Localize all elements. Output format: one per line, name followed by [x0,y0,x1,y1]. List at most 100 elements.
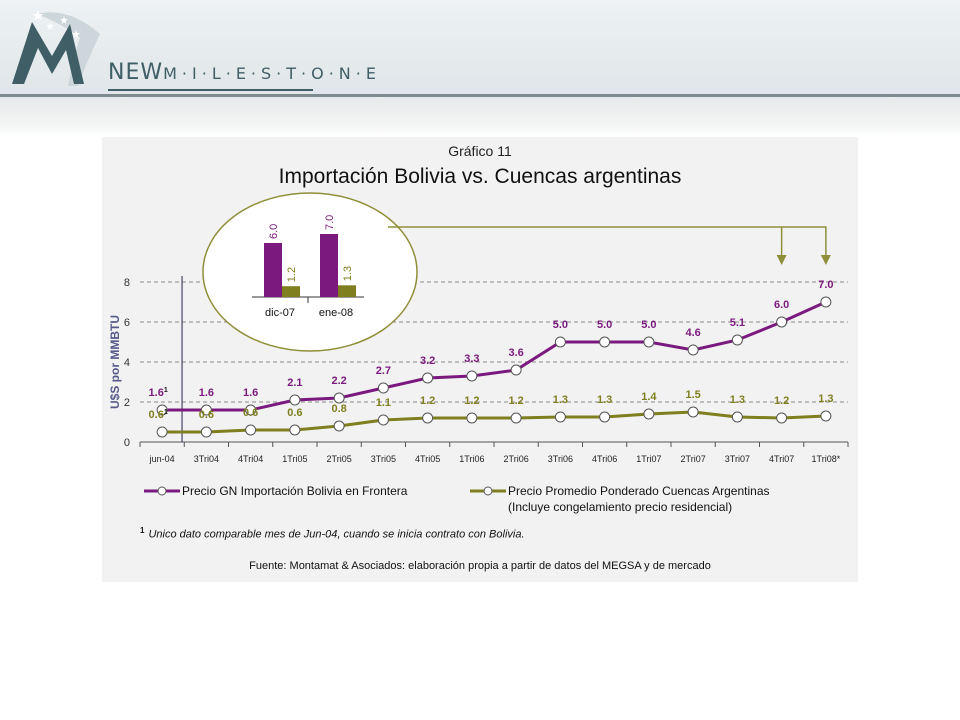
x-tick-label: 4Tri06 [592,454,617,464]
data-point [466,412,478,424]
data-point [422,372,434,384]
data-label: 2.1 [287,377,302,389]
inset-bar [282,286,300,297]
data-label: 2.7 [376,365,391,377]
data-point [554,411,566,423]
footnote-mark: 1 [140,526,145,535]
data-point [156,404,168,416]
y-tick-label: 4 [124,357,130,369]
logo-wordmark: NEWM·I·L·E·S·T·O·N·E [108,60,381,85]
x-tick-label: 2Tri07 [681,454,706,464]
logo-milestone: M·I·L·E·S·T·O·N·E [163,64,381,83]
legend-marker-cuencas [483,486,493,496]
data-label: 1.3 [730,394,745,406]
data-label: 5.1 [730,317,745,329]
data-point [422,412,434,424]
data-point [510,364,522,376]
data-label: 3.2 [420,355,435,367]
header-bar [0,0,960,100]
x-tick-label: 1Tri06 [459,454,484,464]
data-point [200,404,212,416]
data-label: 0.6 [287,407,302,419]
y-tick-label: 8 [124,277,130,289]
data-label-superscript: 1 [164,409,168,416]
y-tick-label: 6 [124,317,130,329]
data-label: 1.3 [818,393,833,405]
callout-arrowhead [820,255,831,265]
data-label: 1.5 [685,389,700,401]
x-tick-label: 1Tri07 [636,454,661,464]
y-tick-label: 2 [124,397,130,409]
logo-icon [12,10,100,87]
x-tick-label: 2Tri06 [504,454,529,464]
data-point [377,414,389,426]
inset-bar-label: 1.3 [342,266,354,281]
data-point [466,370,478,382]
data-point [820,296,832,308]
data-point [333,392,345,404]
legend-item-bolivia: Precio GN Importación Bolivia en Fronter… [182,483,407,499]
footnote-text: Unico dato comparable mes de Jun-04, cua… [148,528,525,541]
data-point [731,334,743,346]
data-label: 7.0 [818,279,833,291]
source-note: Fuente: Montamat & Asociados: elaboració… [249,560,711,572]
data-label: 1.3 [597,394,612,406]
x-tick-label: 3Tri06 [548,454,573,464]
data-label: 6.0 [774,299,789,311]
header-divider [0,94,960,97]
legend-marker-bolivia [157,486,167,496]
data-point [554,336,566,348]
data-point [731,411,743,423]
legend-label-bolivia: Precio GN Importación Bolivia en Fronter… [182,484,408,498]
line-chart: 0 2 4 6 8 jun-04 3Tri04 4Tri04 1Tri05 2Tri05 3Tri0… [108,192,849,496]
data-label: 1.6 [199,387,214,399]
data-label: 4.6 [685,327,700,339]
data-point [245,404,257,416]
inset-bar-label: 1.2 [286,267,298,282]
chart-panel: Gráfico 11 Importación Bolivia vs. Cuenc… [102,137,858,582]
data-point [200,426,212,438]
data-point [776,316,788,328]
data-point [377,382,389,394]
series-line-0 [162,300,827,412]
data-label: 1.2 [420,395,435,407]
data-label: 2.2 [331,375,346,387]
x-tick-label: 4Tri07 [769,454,794,464]
figure-label: Gráfico 11 [448,143,512,159]
data-label: 1.2 [508,395,523,407]
data-point [156,426,168,438]
data-point [599,411,611,423]
data-point [687,406,699,418]
x-tick-label: 2Tri05 [327,454,352,464]
zoom-callout-ellipse [202,192,418,352]
data-point [643,336,655,348]
data-label: 1.2 [464,395,479,407]
footnote: 1 Unico dato comparable mes de Jun-04, cu… [140,526,525,541]
x-tick-label: jun-04 [149,454,175,464]
x-tick-label: 3Tri07 [725,454,750,464]
data-label: 1.3 [553,394,568,406]
data-label: 3.6 [508,347,523,359]
inset-category-label: dic-07 [265,307,295,319]
data-label: 0.6 [243,407,258,419]
series-line-1 [162,410,826,434]
data-label: 1.2 [774,395,789,407]
data-point [289,394,301,406]
inset-bar [338,285,356,297]
data-label: 3.3 [464,353,479,365]
data-label: 0.61 [149,409,168,421]
x-tick-label: 4Tri05 [415,454,440,464]
header-shadow-band [0,97,960,137]
inset-bar [264,243,282,297]
inset-bar [320,234,338,297]
data-point [599,336,611,348]
legend-item-cuencas: Precio Promedio Ponderado Cuencas Argent… [508,483,770,515]
chart-title: Importación Bolivia vs. Cuencas argentin… [278,165,682,188]
data-label: 1.61 [149,387,168,399]
data-point [333,420,345,432]
y-tick-label: 0 [124,437,130,449]
x-tick-label: 3Tri04 [194,454,219,464]
data-point [643,408,655,420]
data-label: 1.4 [641,391,657,403]
data-label: 5.0 [641,319,656,331]
